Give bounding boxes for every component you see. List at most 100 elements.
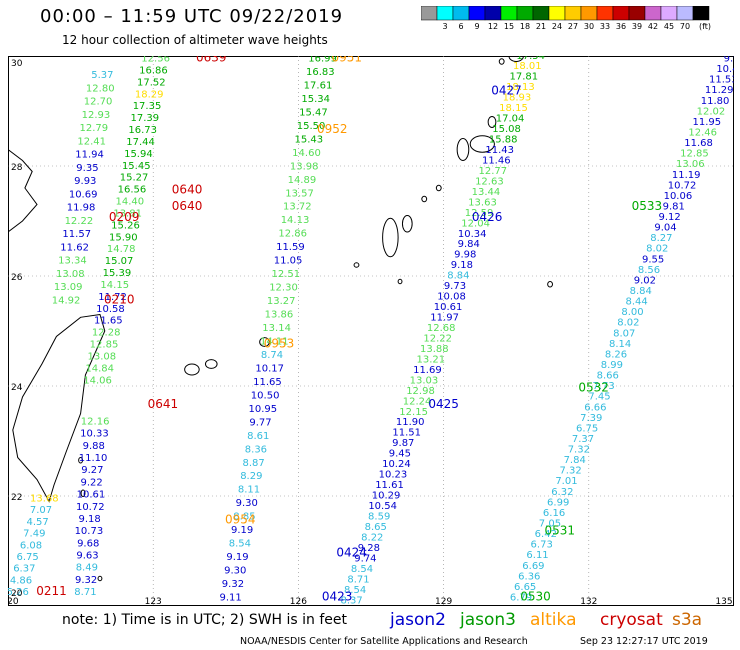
island	[508, 56, 524, 62]
lat-tick-label: 22	[11, 493, 22, 503]
legend-jason2: jason2	[390, 610, 446, 630]
swh-value: 13.34	[58, 256, 87, 267]
swh-value: 13.98	[290, 161, 319, 172]
swh-value: 9.22	[81, 477, 103, 488]
china-coast	[8, 148, 38, 233]
swh-value: 9.9	[724, 56, 734, 65]
color-scale-label: 3	[442, 22, 448, 31]
swh-value: 6.69	[522, 561, 544, 572]
swh-value: 6.36	[518, 571, 540, 582]
color-swatch	[660, 6, 678, 21]
pass-time: 0954	[225, 513, 256, 527]
swh-value: 14.92	[52, 296, 81, 307]
swh-value: 15.34	[301, 94, 330, 105]
swh-value: 9.30	[236, 498, 258, 509]
swh-value: 16.83	[306, 67, 335, 78]
page-title: 00:00 – 11:59 UTC 09/22/2019	[40, 6, 344, 27]
swh-value: 8.65	[365, 522, 387, 533]
swh-value: 9.68	[77, 538, 99, 549]
swh-value: 8.59	[368, 511, 390, 522]
lat-tick-label: 30	[11, 59, 23, 69]
lon-tick-label: 129	[435, 597, 452, 606]
swh-value: 8.84	[630, 286, 652, 297]
color-scale-bar	[421, 6, 710, 21]
swh-value: 11.46	[482, 155, 511, 166]
island	[353, 262, 360, 268]
swh-value: 7.32	[559, 466, 581, 477]
swh-value: 10.4	[716, 64, 734, 75]
swh-value: 17.39	[131, 113, 160, 124]
island	[456, 138, 470, 161]
swh-value: 6.16	[543, 508, 565, 519]
swh-value: 15.26	[111, 220, 140, 231]
swh-value: 12.28	[92, 328, 121, 339]
swh-value: 11.94	[75, 150, 104, 161]
credit-line: NOAA/NESDIS Center for Satellite Applica…	[240, 636, 528, 647]
color-scale-label: 15	[503, 22, 515, 31]
swh-value: 9.35	[76, 163, 98, 174]
swh-value: 8.54	[351, 564, 373, 575]
map-frame	[8, 56, 734, 606]
swh-value: 11.19	[672, 170, 701, 181]
color-swatch	[500, 6, 518, 21]
color-swatch	[484, 6, 502, 21]
swh-value: 15.47	[299, 107, 328, 118]
swh-value: 11.69	[413, 365, 442, 376]
swh-value: 18.13	[506, 82, 535, 93]
legend-altika: altika	[530, 610, 577, 630]
swh-value: 10.17	[255, 363, 284, 374]
swh-value: 8.22	[361, 532, 383, 543]
island	[204, 359, 218, 369]
swh-value: 7.05	[539, 519, 561, 530]
swh-value: 10.33	[80, 429, 109, 440]
swh-value: 11.65	[253, 377, 282, 388]
swh-value: 18.01	[513, 61, 542, 72]
swh-value: 10.23	[379, 470, 408, 481]
pass-time: 0951	[332, 56, 363, 65]
swh-value: 12.24	[403, 396, 432, 407]
swh-value: 11.59	[276, 242, 305, 253]
swh-value: 8.99	[601, 360, 623, 371]
swh-value: 7.39	[580, 413, 602, 424]
swh-value: 15.43	[294, 134, 323, 145]
island	[469, 135, 495, 153]
pass-time: 0641	[148, 397, 179, 411]
swh-value: 8.87	[242, 458, 264, 469]
island	[259, 337, 270, 347]
swh-value: 8.71	[74, 587, 96, 598]
island	[421, 195, 428, 203]
swh-value: 11.98	[67, 203, 96, 214]
swh-value: 11.97	[430, 313, 459, 324]
swh-value: 16.86	[139, 65, 168, 76]
color-swatch	[564, 6, 582, 21]
swh-value: 13.44	[472, 187, 501, 198]
swh-value: 12.70	[84, 97, 113, 108]
swh-value: 10.61	[77, 490, 106, 501]
swh-value: 11.43	[485, 145, 514, 156]
swh-value: 14.78	[107, 244, 136, 255]
swh-value: 9.45	[389, 449, 411, 460]
swh-value: 8.36	[245, 444, 267, 455]
page-subtitle: 12 hour collection of altimeter wave hei…	[62, 33, 328, 47]
swh-value: 10.50	[251, 390, 280, 401]
color-swatch	[516, 6, 534, 21]
color-swatch	[628, 6, 646, 21]
swh-value: 16.99	[308, 56, 337, 65]
island	[487, 116, 497, 128]
swh-value: 9.55	[642, 254, 664, 265]
swh-value: 15.39	[103, 268, 132, 279]
footnote: note: 1) Time is in UTC; 2) SWH is in fe…	[62, 612, 348, 628]
swh-value: 11.68	[684, 138, 713, 149]
pass-time: 0424	[336, 546, 367, 560]
pass-time: 0639	[196, 56, 227, 65]
pass-time: 0423	[322, 590, 353, 604]
swh-value: 17.52	[137, 77, 166, 88]
color-scale-label: 12	[487, 22, 499, 31]
swh-value: 10.34	[458, 229, 487, 240]
color-swatch	[644, 6, 662, 21]
island	[498, 58, 505, 65]
swh-value: 11.90	[396, 417, 425, 428]
wave-height-map: 12.5616.8617.5218.2917.3517.3916.7317.44…	[8, 56, 734, 606]
swh-value: 13.08	[56, 269, 85, 280]
swh-value: 12.79	[80, 123, 109, 134]
